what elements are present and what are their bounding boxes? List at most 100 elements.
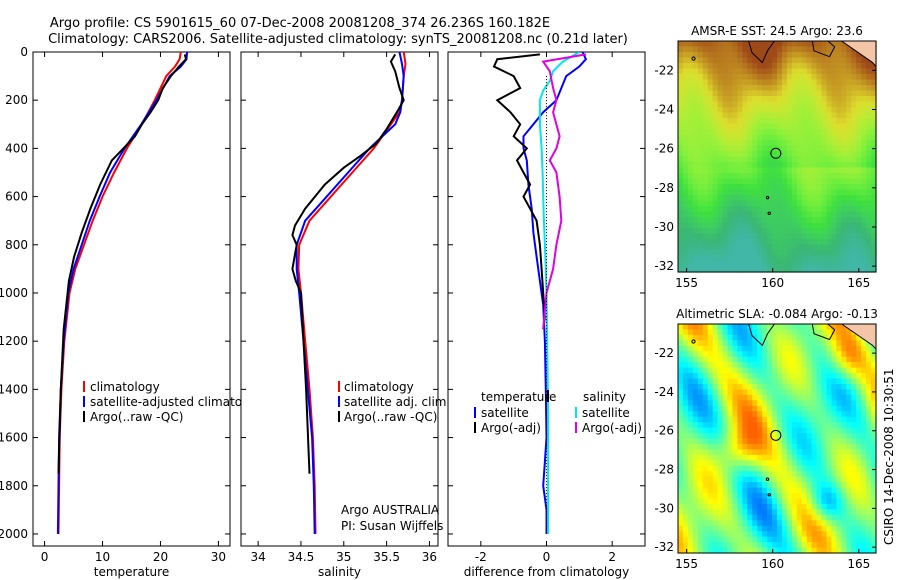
heatmap-cell (742, 90, 748, 97)
heatmap-cell (836, 498, 842, 505)
heatmap-cell (871, 367, 877, 374)
heatmap-cell (687, 465, 694, 472)
heatmap-cell (697, 394, 704, 401)
heatmap-cell (866, 514, 872, 521)
heatmap-cell (682, 79, 689, 86)
heatmap-cell (687, 471, 694, 478)
heatmap-cell (846, 178, 852, 185)
heatmap-cell (821, 250, 828, 257)
heatmap-cell (866, 129, 872, 136)
heatmap-cell (811, 217, 818, 224)
heatmap-cell (796, 400, 803, 407)
heatmap-cell (871, 531, 877, 538)
heatmap-cell (678, 195, 684, 202)
heatmap-cell (781, 63, 788, 70)
heatmap-cell (851, 123, 857, 130)
heatmap-cell (791, 356, 798, 363)
heatmap-cell (687, 239, 694, 246)
heatmap-cell (856, 233, 862, 240)
heatmap-cell (692, 189, 699, 196)
heatmap-cell (821, 514, 828, 521)
heatmap-cell (781, 514, 788, 521)
heatmap-cell (777, 498, 783, 505)
heatmap-cell (692, 63, 699, 70)
heatmap-cell (826, 195, 833, 202)
heatmap-cell (851, 373, 857, 380)
heatmap-cell (717, 46, 724, 53)
heatmap-cell (806, 255, 813, 262)
heatmap-cell (856, 383, 862, 391)
heatmap-cell (697, 536, 704, 543)
heatmap-cell (841, 222, 847, 229)
heatmap-cell (841, 329, 847, 336)
heatmap-cell (757, 151, 763, 158)
heatmap-cell (831, 239, 837, 246)
heatmap-cell (836, 63, 842, 70)
heatmap-cell (831, 250, 837, 257)
heatmap-cell (762, 96, 768, 103)
heatmap-cell (831, 107, 837, 114)
heatmap-cell (777, 520, 783, 527)
heatmap-cell (722, 542, 729, 549)
heatmap-cell (682, 63, 689, 70)
heatmap-cell (841, 373, 847, 380)
heatmap-cell (697, 261, 704, 268)
heatmap-cell (806, 427, 813, 434)
heatmap-cell (821, 189, 828, 196)
heatmap-cell (846, 228, 852, 235)
heatmap-cell (682, 378, 689, 385)
heatmap-cell (851, 250, 857, 257)
heatmap-cell (866, 206, 872, 213)
heatmap-cell (856, 400, 862, 407)
heatmap-cell (767, 178, 773, 185)
heatmap-cell (727, 503, 734, 510)
heatmap-cell (841, 405, 847, 412)
islet-marker (691, 56, 696, 61)
heatmap-cell (836, 482, 842, 489)
heatmap-cell (707, 542, 714, 549)
heatmap-cell (866, 471, 872, 478)
heatmap-cell (796, 178, 803, 185)
heatmap-cell (786, 222, 793, 229)
heatmap-cell (781, 200, 788, 207)
heatmap-cell (801, 79, 808, 86)
heatmap-cell (816, 173, 823, 180)
heatmap-cell (836, 74, 842, 81)
heatmap-cell (851, 514, 857, 521)
heatmap-cell (732, 211, 738, 218)
heatmap-cell (747, 145, 753, 152)
heatmap-cell (796, 373, 803, 380)
heatmap-cell (866, 162, 872, 169)
heatmap-cell (762, 52, 768, 59)
heatmap-cell (866, 107, 872, 114)
heatmap-cell (752, 96, 758, 103)
heatmap-cell (682, 85, 689, 92)
heatmap-cell (732, 422, 738, 429)
heatmap-cell (836, 68, 842, 75)
heatmap-cell (811, 345, 818, 352)
heatmap-cell (786, 503, 793, 510)
heatmap-cell (806, 487, 813, 494)
heatmap-cell (871, 509, 877, 516)
heatmap-cell (796, 367, 803, 374)
heatmap-cell (796, 134, 803, 141)
heatmap-cell (707, 244, 714, 251)
heatmap-cell (742, 118, 748, 125)
heatmap-cell (692, 57, 699, 64)
heatmap-cell (831, 514, 837, 521)
heatmap-cell (678, 509, 684, 516)
heatmap-cell (742, 351, 748, 358)
heatmap-cell (727, 422, 734, 429)
heatmap-cell (732, 514, 738, 521)
heatmap-cell (796, 123, 803, 130)
heatmap-cell (727, 476, 734, 483)
heatmap-cell (707, 261, 714, 268)
heatmap-cell (806, 405, 813, 412)
heatmap-cell (762, 362, 768, 369)
heatmap-cell (682, 482, 689, 489)
heatmap-cell (722, 449, 729, 456)
heatmap-cell (811, 503, 818, 510)
heatmap-cell (678, 367, 684, 374)
heatmap-cell (742, 340, 748, 347)
heatmap-cell (712, 329, 719, 336)
